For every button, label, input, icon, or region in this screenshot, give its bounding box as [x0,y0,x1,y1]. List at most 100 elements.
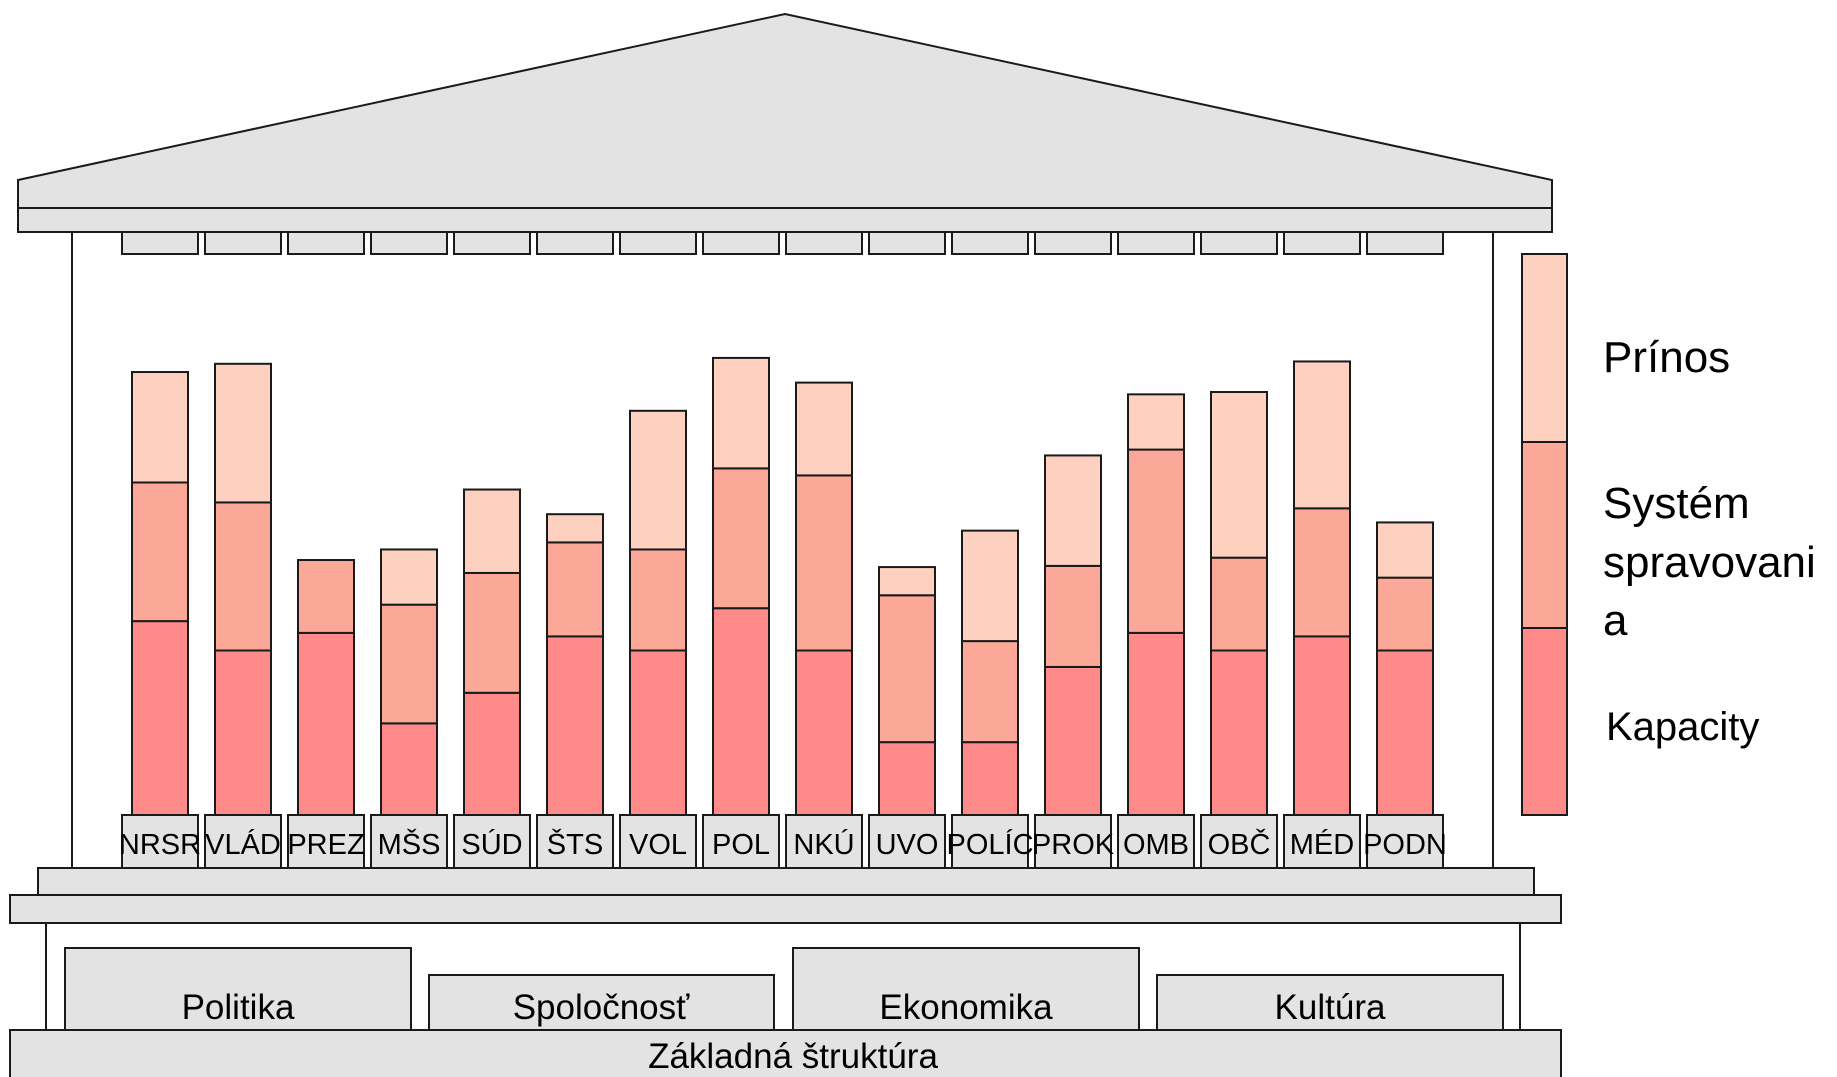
column-capital [951,231,1029,255]
category-label: VLÁD [205,828,281,861]
bar-segment [546,635,604,817]
bar-segment [712,356,770,470]
bar-segment [463,571,521,694]
bar-segment [961,529,1019,643]
foundation-base-label: Základná štruktúra [648,1037,938,1076]
column-capital [453,231,531,255]
bar-segment [1293,635,1351,817]
bar-segment [629,649,687,816]
bar-segment [795,381,853,477]
column-capital [370,231,448,255]
foundation-pillar-spolocnost: Spoločnosť [428,974,775,1034]
bar-segment [878,566,936,597]
category-label: VOL [629,829,687,861]
category-label: POL [712,829,770,861]
column-base [536,814,614,869]
bar-segment [1044,665,1102,817]
bar-segment [380,722,438,816]
bar-segment [546,513,604,544]
column-base [453,814,531,869]
column-base [868,814,946,869]
bar-segment [795,474,853,652]
bar-segment [712,607,770,817]
column-capital [287,231,365,255]
bar-segment [1127,631,1185,816]
bar-segment [1293,360,1351,510]
column-base [785,814,863,869]
bar-segment [214,501,272,652]
bar-segment [1210,391,1268,559]
category-label: OBČ [1208,827,1271,861]
temple-stylobate [9,894,1562,924]
bar-segment [1127,393,1185,451]
bar-segment [1376,521,1434,579]
column-capital [619,231,697,255]
column-capital [1117,231,1195,255]
foundation-pillar-label: Spoločnosť [513,988,690,1027]
legend-label-system-line3: a [1603,596,1628,645]
foundation-pillar-ekonomika: Ekonomika [792,947,1140,1034]
bar-segment [297,559,355,634]
bar-segment [1044,454,1102,567]
bar-segment [961,640,1019,744]
legend: Prínos Systém spravovani a Kapacity [1521,253,1816,816]
legend-label-system-line2: spravovani [1603,538,1816,587]
column-capital [785,231,863,255]
foundation-pillar-label: Politika [182,988,295,1027]
category-label: SÚD [461,828,522,861]
foundation-pillar-label: Ekonomika [879,988,1053,1027]
bar-segment [131,620,189,816]
column-capital [1200,231,1278,255]
bar-segment [1210,556,1268,652]
bar-segment [380,603,438,725]
column-capital [536,231,614,255]
bar-segment [1376,576,1434,652]
temple-roof [17,12,1553,209]
column-base [1283,814,1361,869]
column-base [951,814,1029,869]
bar-segment [712,467,770,610]
category-label: NRSR [119,829,201,861]
bar-segment [297,631,355,816]
bar-segment [961,741,1019,817]
legend-label-prinos: Prínos [1603,333,1730,382]
bar-segment [629,548,687,652]
column-capital [204,231,282,255]
column-capital [1283,231,1361,255]
column-base [1034,814,1112,869]
column-capital [702,231,780,255]
bar-segment [1044,564,1102,668]
bar-segment [214,649,272,816]
bar-segment [1293,507,1351,638]
column-base [619,814,697,869]
column-base [287,814,365,869]
foundation-pillar-kultura: Kultúra [1156,974,1504,1034]
category-label: POLÍC [946,828,1033,861]
bar-segment [214,362,272,504]
bar-segment [463,488,521,574]
foundation-pillar-label: Kultúra [1275,988,1386,1027]
temple-roof-beam [17,207,1553,233]
column-base [121,814,199,869]
column-capital [1366,231,1444,255]
column-base [1200,814,1278,869]
column-base [1366,814,1444,869]
legend-swatch-prinos [1521,253,1568,443]
category-label: NKÚ [793,828,854,861]
bar-segment [795,649,853,816]
legend-label-system-line1: Systém [1603,479,1750,528]
legend-swatch-system-spravovania [1521,441,1568,629]
bar-segment [878,594,936,744]
bar-segment [1210,649,1268,816]
category-label: UVO [876,829,939,861]
category-label: PREZ [287,829,364,861]
column-capital [868,231,946,255]
foundation-base [9,1029,1562,1077]
temple-floor [37,867,1535,896]
legend-swatch-kapacity [1521,627,1568,816]
category-label: MÉD [1290,828,1354,861]
category-label: MŠS [378,827,441,861]
bar-segment [1127,448,1185,634]
category-label: OMB [1123,829,1189,861]
